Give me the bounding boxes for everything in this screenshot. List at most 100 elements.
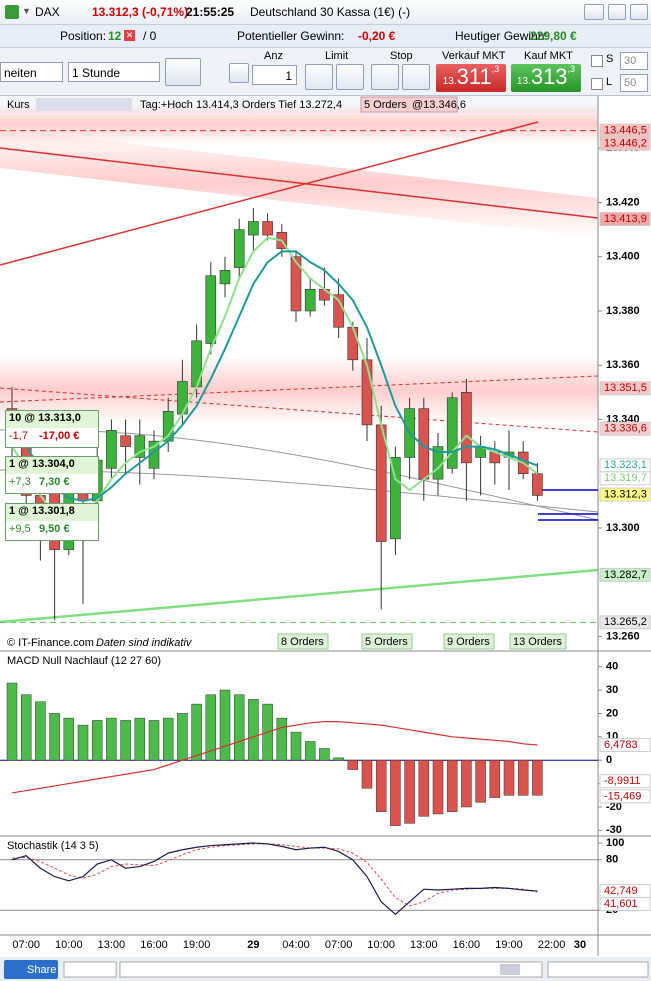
x-tick-label: 22:00 — [538, 939, 566, 951]
order-box — [361, 633, 413, 650]
time: 21:55:25 — [186, 5, 235, 19]
share-button[interactable] — [4, 960, 58, 979]
trend-line — [0, 121, 539, 266]
position-amount: 9,50 € — [39, 523, 70, 535]
y-tick-label: 0 — [606, 754, 612, 766]
position-box[interactable]: 10 @ 13.313,0 -1,7 -17,00 € — [5, 410, 99, 448]
order-label: 5 Orders — [365, 636, 408, 648]
sell-button[interactable]: 13.311,3 — [436, 64, 506, 92]
macd-bar — [503, 759, 515, 796]
level-label: -8,9911 — [604, 775, 641, 787]
position-box[interactable]: 1 @ 13.301,8 +9,5 9,50 € — [5, 503, 99, 541]
price: 13.312,3 (-0,71%) — [92, 5, 189, 19]
panel-note: Tag:+Hoch 13.414,3 Orders Tief 13.272,4 — [140, 99, 342, 111]
dropdown-arrow[interactable]: ▼ — [22, 6, 31, 16]
macd-bar — [91, 720, 103, 761]
today-value: 229,80 € — [530, 29, 577, 43]
limit-sell-button[interactable] — [336, 64, 364, 90]
zoom-icons[interactable] — [547, 961, 649, 978]
scrollbar[interactable] — [119, 961, 543, 978]
buy-button[interactable]: 13.313,3 — [511, 64, 581, 92]
level-label: 13.446,5 — [604, 125, 647, 137]
window-button[interactable] — [584, 4, 604, 20]
level-label: 13.413,9 — [604, 213, 647, 225]
x-tick-label: 04:00 — [282, 939, 310, 951]
s-input[interactable]: 30 — [620, 52, 648, 70]
macd-bar — [347, 759, 359, 770]
level-label: 42,749 — [604, 885, 638, 897]
trend-line — [0, 568, 599, 624]
candle-body — [361, 359, 373, 426]
x-tick-label: 07:00 — [325, 939, 353, 951]
position-value: 12 — [108, 29, 122, 43]
x-tick-label: 10:00 — [55, 939, 83, 951]
anz-input[interactable]: 1 — [252, 65, 297, 85]
y-tick-label: 13.300 — [606, 522, 640, 534]
candle-body — [106, 430, 117, 469]
tool-icons[interactable] — [63, 961, 117, 978]
x-tick-label: 19:00 — [183, 939, 211, 951]
today-label: Heutiger Gewinn: — [455, 29, 548, 43]
signal-line — [11, 721, 538, 794]
position-row: +7,3 7,30 € — [6, 474, 98, 493]
source: © IT-Finance.com — [7, 637, 94, 649]
limit-buy-button[interactable] — [305, 64, 333, 90]
macd-bar — [35, 701, 46, 761]
stop-buy-button[interactable] — [371, 64, 399, 90]
x-tick-label: 16:00 — [453, 939, 481, 951]
x-tick-label: 29 — [247, 939, 259, 951]
macd-bar — [148, 720, 160, 761]
position-box[interactable]: 1 @ 13.304,0 +7,3 7,30 € — [5, 456, 99, 494]
candle-body — [134, 435, 146, 458]
buy-prefix: 13. — [516, 76, 531, 87]
pl-label: Potentieller Gewinn: — [237, 29, 345, 43]
level-label: 13.319,7 — [604, 472, 647, 484]
position-bar: Position: 12 ✕ / 0 Potentieller Gewinn: … — [0, 25, 651, 48]
window-button[interactable] — [608, 4, 626, 20]
instrument: DAX — [35, 5, 60, 19]
level-tag — [599, 774, 651, 789]
l-checkbox[interactable] — [591, 78, 603, 90]
position-points: +7,3 — [9, 476, 31, 488]
candle-body — [446, 397, 458, 469]
macd-bar — [63, 717, 75, 761]
stop-sell-button[interactable] — [402, 64, 430, 90]
disclaimer: Daten sind indikativ — [96, 637, 193, 649]
macd-bar — [532, 759, 543, 796]
toolbar: neiten 1 Stunde Anz 1 Limit Stop Verkauf… — [0, 48, 651, 96]
panel-title: Stochastik (14 3 5) — [7, 840, 99, 852]
buy-suffix: ,3 — [567, 64, 576, 74]
macd-bar — [120, 720, 131, 761]
period-select[interactable]: neiten — [0, 62, 63, 82]
candle-body — [290, 256, 302, 312]
order-box — [509, 633, 567, 650]
s-checkbox[interactable] — [591, 55, 603, 67]
chart-type-button[interactable] — [165, 58, 201, 86]
macd-bar — [304, 741, 316, 761]
y-tick-label: 13.400 — [606, 251, 640, 263]
position-points: -1,7 — [9, 430, 28, 442]
y-tick-label: 80 — [606, 854, 618, 866]
scroll-thumb[interactable] — [500, 964, 520, 975]
level-label: 6,4783 — [604, 739, 638, 751]
tool-button[interactable] — [229, 63, 249, 83]
sell-prefix: 13. — [442, 76, 457, 87]
order-label: 9 Orders — [447, 636, 490, 648]
close-position[interactable]: ✕ — [124, 30, 135, 41]
y-tick-label: -30 — [606, 824, 622, 836]
order-price: @13.346,6 — [412, 99, 466, 111]
macd-bar — [461, 759, 472, 808]
l-input[interactable]: 50 — [620, 74, 648, 92]
macd-bar — [390, 759, 401, 826]
l-label: L — [606, 76, 613, 88]
level-tag — [599, 738, 651, 753]
interval-select[interactable]: 1 Stunde — [68, 62, 160, 82]
level-tag — [599, 615, 651, 630]
macd-bar — [276, 717, 288, 761]
panel-tools[interactable] — [36, 98, 132, 111]
trend-line — [0, 375, 599, 403]
window-button[interactable] — [630, 4, 648, 20]
level-tag — [599, 789, 651, 804]
candle-body — [461, 392, 472, 464]
